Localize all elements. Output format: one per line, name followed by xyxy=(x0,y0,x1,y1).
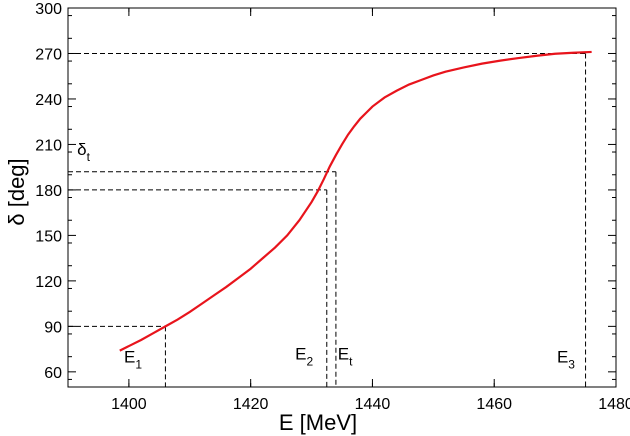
x-tick-label: 1480 xyxy=(598,396,630,413)
annotation-et: Et xyxy=(338,345,353,369)
annotation-subscript: t xyxy=(87,150,91,164)
x-axis-label: E [MeV] xyxy=(279,410,357,435)
y-tick-label: 300 xyxy=(35,1,62,18)
y-tick-label: 150 xyxy=(35,228,62,245)
y-tick-label: 90 xyxy=(44,319,62,336)
y-tick-label: 210 xyxy=(35,137,62,154)
annotation-subscript: t xyxy=(349,355,353,369)
phase-shift-curve xyxy=(119,50,592,352)
annotation-e3: E3 xyxy=(557,348,575,372)
annotation-subscript: 3 xyxy=(568,358,575,372)
x-tick-label: 1420 xyxy=(233,396,269,413)
y-tick-label: 180 xyxy=(35,183,62,200)
annotation-subscript: 2 xyxy=(306,355,313,369)
axis-ticks: 1400 1420 1440 1460 1480 60 90 120 150 180 210 240 2… xyxy=(35,1,630,413)
y-tick-label: 120 xyxy=(35,274,62,291)
x-tick-label: 1440 xyxy=(355,396,391,413)
annotation-e1: E1 xyxy=(124,348,142,372)
y-tick-label: 240 xyxy=(35,92,62,109)
x-tick-label: 1460 xyxy=(476,396,512,413)
y-axis-label: δ [deg] xyxy=(4,158,29,225)
guide-lines xyxy=(68,52,587,387)
annotation-e2: E2 xyxy=(295,345,313,369)
plot-frame xyxy=(67,7,617,388)
x-tick-label: 1400 xyxy=(111,396,147,413)
annotation-subscript: 1 xyxy=(135,358,142,372)
annotation-dt: δt xyxy=(77,140,90,164)
y-tick-label: 60 xyxy=(44,365,62,382)
y-tick-label: 270 xyxy=(35,46,62,63)
